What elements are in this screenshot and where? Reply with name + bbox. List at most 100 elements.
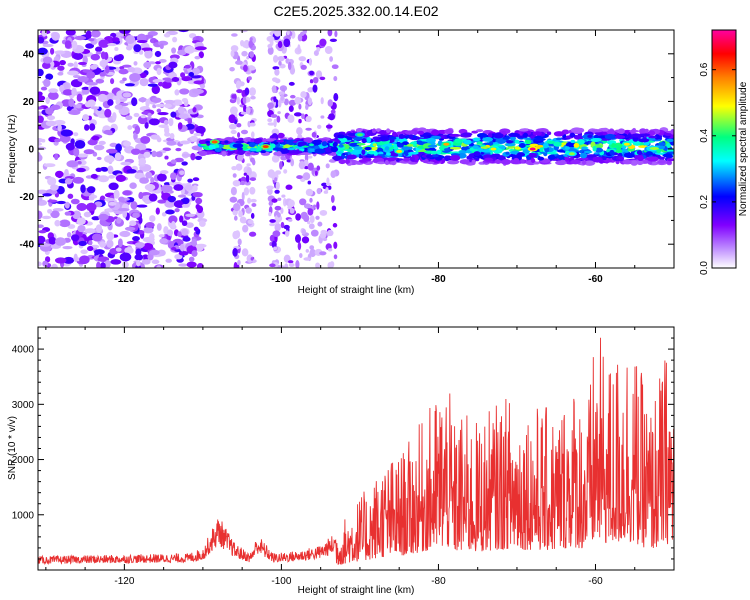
heatmap-cell <box>508 132 520 137</box>
heatmap-cell <box>308 58 312 66</box>
heatmap-cell <box>224 140 229 144</box>
heatmap-cell <box>107 43 117 47</box>
heatmap-cell <box>185 222 194 228</box>
heatmap-cell <box>514 146 522 150</box>
heatmap-cell <box>280 207 284 214</box>
heatmap-cell <box>138 50 144 55</box>
heatmap-cell <box>38 142 42 146</box>
heatmap-cell <box>286 139 298 145</box>
heatmap-cell <box>50 184 59 191</box>
heatmap-cell <box>86 202 97 212</box>
heatmap-cell <box>401 145 413 152</box>
colorbar-tick-label: 0.2 <box>699 195 710 209</box>
heatmap-cell <box>64 168 69 176</box>
heatmap-cell <box>386 128 391 134</box>
heatmap-cell <box>346 148 353 153</box>
heatmap-cell <box>296 175 303 180</box>
heatmap-cell <box>277 111 281 115</box>
heatmap-cell <box>321 141 328 147</box>
heatmap-cell <box>192 107 197 113</box>
heatmap-cell <box>594 147 604 153</box>
heatmap-cell <box>305 248 309 253</box>
heatmap-cell <box>328 113 335 121</box>
heatmap-cell <box>493 132 504 139</box>
heatmap-cell <box>373 151 379 156</box>
heatmap-cell <box>337 134 345 139</box>
heatmap-cell <box>110 259 122 265</box>
heatmap-cell <box>472 145 479 150</box>
heatmap-cell <box>287 205 292 210</box>
heatmap-cell <box>79 255 90 265</box>
heatmap-cell <box>76 167 86 173</box>
heatmap-cell <box>240 39 245 47</box>
heatmap-cell <box>169 133 175 140</box>
heatmap-cell <box>364 146 372 151</box>
heatmap-cell <box>307 162 314 171</box>
heatmap-cell <box>89 64 98 70</box>
y-tick-label: 3000 <box>12 400 35 411</box>
snr-ylabel: SNR (10 * v/v) <box>7 416 18 480</box>
heatmap-cell <box>389 136 397 140</box>
heatmap-cell <box>188 256 195 262</box>
heatmap-cell <box>288 199 295 208</box>
heatmap-cell <box>147 112 152 118</box>
heatmap-cell <box>88 240 93 246</box>
heatmap-cell <box>553 131 565 137</box>
heatmap-cell <box>155 103 166 108</box>
heatmap-cell <box>105 92 116 101</box>
heatmap-cell <box>96 261 101 268</box>
heatmap-cell <box>168 117 174 127</box>
heatmap-cell <box>134 242 145 248</box>
heatmap-cell <box>307 208 314 216</box>
heatmap-cell <box>325 124 333 129</box>
x-tick-label: -120 <box>114 576 134 587</box>
heatmap-cell <box>285 230 290 237</box>
heatmap-cell <box>430 150 438 155</box>
heatmap-cell <box>98 39 110 48</box>
heatmap-cell <box>327 248 333 252</box>
heatmap-cell <box>345 158 350 165</box>
heatmap-cell <box>303 214 310 223</box>
heatmap-cell <box>283 144 291 149</box>
heatmap-cell <box>666 148 674 153</box>
colorbar-tick-label: 0.0 <box>699 261 710 275</box>
heatmap-cell <box>195 197 203 205</box>
heatmap-cell <box>288 263 295 267</box>
heatmap-cell <box>302 30 307 35</box>
heatmap-cell <box>142 243 154 250</box>
heatmap-cell <box>111 37 120 42</box>
heatmap-cell <box>523 137 531 140</box>
heatmap-cell <box>287 218 293 222</box>
snr-line <box>38 337 674 566</box>
heatmap-cell <box>166 229 174 237</box>
heatmap-cell <box>72 52 84 60</box>
heatmap-cell <box>101 167 108 172</box>
heatmap-cell <box>78 61 87 66</box>
heatmap-cell <box>311 131 317 138</box>
heatmap-cell <box>408 134 414 139</box>
heatmap-cell <box>277 40 283 49</box>
heatmap-cell <box>93 249 105 255</box>
chart-title: C2E5.2025.332.00.14.E02 <box>273 3 438 19</box>
heatmap-cell <box>135 248 142 256</box>
heatmap-cell <box>112 95 119 100</box>
heatmap-cell <box>179 88 190 95</box>
heatmap-cell <box>76 153 89 158</box>
heatmap-cell <box>356 142 366 146</box>
heatmap-cell <box>38 47 48 55</box>
heatmap-cell <box>231 33 238 37</box>
heatmap-cell <box>193 226 199 232</box>
heatmap-cell <box>233 203 241 212</box>
heatmap-cell <box>85 43 95 49</box>
heatmap-cell <box>110 78 115 85</box>
heatmap-cell <box>181 153 193 157</box>
heatmap-cell <box>301 236 310 244</box>
heatmap-cell <box>143 151 151 158</box>
heatmap-cell <box>178 113 189 120</box>
heatmap-cell <box>317 221 323 227</box>
heatmap-cell <box>417 130 425 135</box>
heatmap-cell <box>127 125 133 130</box>
heatmap-cell <box>221 151 227 157</box>
heatmap-cell <box>267 187 273 196</box>
y-tick-label: 2000 <box>12 455 35 466</box>
